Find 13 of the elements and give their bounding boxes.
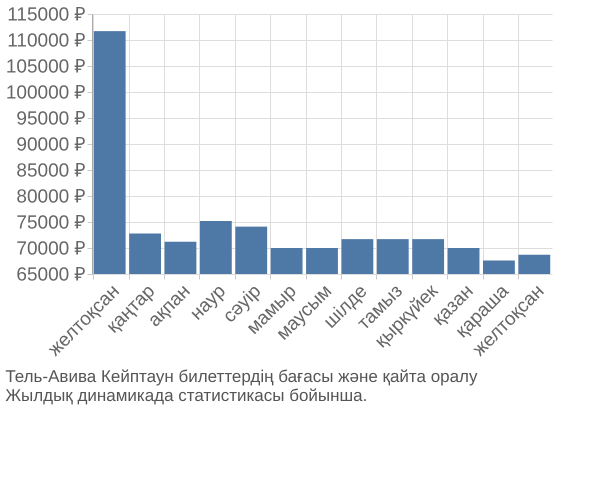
y-tick-label: 75000 ₽ bbox=[16, 212, 86, 234]
y-tick-label: 110000 ₽ bbox=[7, 30, 86, 52]
text: Тель-Авива Кейптаун билеттердің бағасы және қайта оралу bbox=[5, 367, 478, 386]
y-tick-label: 65000 ₽ bbox=[16, 264, 86, 286]
y-tick-label: 115000 ₽ bbox=[7, 4, 86, 26]
y-tick-label: 105000 ₽ bbox=[6, 56, 86, 78]
y-tick-label: 70000 ₽ bbox=[16, 238, 86, 260]
y-tick-label: 80000 ₽ bbox=[16, 186, 86, 208]
y-tick-label: 85000 ₽ bbox=[16, 160, 86, 182]
y-tick-label: 95000 ₽ bbox=[16, 108, 86, 130]
text: Жылдық динамикада статистикасы бойынша. bbox=[5, 386, 368, 406]
y-tick-label: 100000 ₽ bbox=[6, 82, 86, 104]
y-tick-label: 90000 ₽ bbox=[16, 134, 86, 156]
